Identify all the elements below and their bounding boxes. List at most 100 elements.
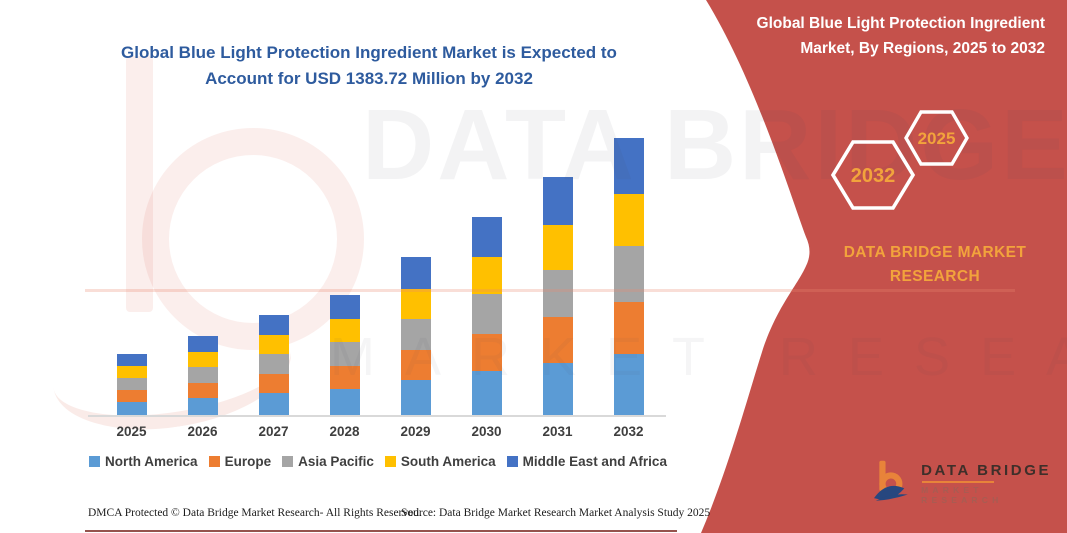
dmca-copyright-text: DMCA Protected © Data Bridge Market Rese… bbox=[88, 507, 422, 519]
bar-segment-2030-north-america bbox=[471, 371, 502, 415]
bar-segment-2027-north-america bbox=[258, 393, 289, 415]
stacked-bar-2030 bbox=[471, 217, 502, 415]
legend-swatch bbox=[282, 456, 294, 467]
bar-segment-2026-north-america bbox=[187, 397, 218, 415]
bar-segment-2028-asia-pacific bbox=[329, 341, 360, 366]
bar-segment-2027-asia-pacific bbox=[258, 354, 289, 374]
stacked-bar-2026 bbox=[187, 336, 218, 415]
logo-subtitle-text: MARKET RESEARCH bbox=[921, 484, 1003, 505]
hexagon-2032 bbox=[830, 140, 916, 210]
bar-segment-2032-middle-east-and-africa bbox=[613, 138, 644, 194]
bar-segment-2032-south-america bbox=[613, 193, 644, 247]
bar-slot-2031 bbox=[522, 177, 593, 415]
bar-segment-2025-south-america bbox=[116, 366, 147, 378]
bar-segment-2032-north-america bbox=[613, 354, 644, 415]
bar-segment-2029-asia-pacific bbox=[400, 318, 431, 351]
x-axis-label-2031: 2031 bbox=[542, 424, 573, 439]
legend-item-asia-pacific: Asia Pacific bbox=[282, 454, 374, 469]
x-axis-line bbox=[88, 415, 666, 417]
chart-legend: North America Europe Asia Pacific South Ame… bbox=[85, 454, 671, 469]
bar-segment-2025-asia-pacific bbox=[116, 377, 147, 391]
bar-segment-2025-middle-east-and-africa bbox=[116, 354, 147, 367]
bar-segment-2028-middle-east-and-africa bbox=[329, 295, 360, 320]
stacked-bar-2029 bbox=[400, 257, 431, 415]
bar-segment-2027-middle-east-and-africa bbox=[258, 315, 289, 335]
logo-rule bbox=[922, 480, 995, 483]
bar-segment-2031-middle-east-and-africa bbox=[542, 177, 573, 225]
stacked-bar-2032 bbox=[613, 138, 644, 415]
bar-segment-2032-asia-pacific bbox=[613, 246, 644, 302]
legend-swatch bbox=[208, 456, 220, 467]
x-axis-label-2030: 2030 bbox=[471, 424, 502, 439]
legend-item-south-america: South America bbox=[384, 454, 496, 469]
legend-item-middle-east-and-africa: Middle East and Africa bbox=[506, 454, 667, 469]
stacked-bar-chart bbox=[96, 132, 664, 415]
stacked-bar-2025 bbox=[116, 354, 147, 415]
x-axis-label-2032: 2032 bbox=[613, 424, 644, 439]
footer-divider-line bbox=[85, 530, 677, 532]
bar-segment-2031-south-america bbox=[542, 224, 573, 270]
stacked-bar-2028 bbox=[329, 295, 360, 415]
bar-slot-2032 bbox=[593, 138, 664, 415]
bar-segment-2027-europe bbox=[258, 374, 289, 393]
bar-segment-2026-europe bbox=[187, 382, 218, 398]
bar-slot-2028 bbox=[309, 295, 380, 415]
bar-segment-2031-europe bbox=[542, 317, 573, 363]
bar-segment-2028-north-america bbox=[329, 388, 360, 415]
bar-segment-2025-europe bbox=[116, 390, 147, 402]
bar-segment-2026-south-america bbox=[187, 351, 218, 367]
legend-label: Asia Pacific bbox=[298, 454, 374, 469]
bar-segment-2029-europe bbox=[400, 350, 431, 381]
bar-segment-2025-north-america bbox=[116, 401, 147, 415]
x-axis-label-2027: 2027 bbox=[258, 424, 289, 439]
bar-segment-2031-asia-pacific bbox=[542, 269, 573, 318]
legend-swatch bbox=[89, 456, 101, 467]
bar-segment-2029-south-america bbox=[400, 288, 431, 319]
legend-label: Europe bbox=[224, 454, 272, 469]
side-panel-title: Global Blue Light Protection Ingredient … bbox=[756, 15, 1045, 57]
bar-slot-2026 bbox=[167, 336, 238, 415]
bar-slot-2027 bbox=[238, 315, 309, 415]
hexagon-year-2025: 2025 bbox=[918, 129, 956, 148]
chart-title: Global Blue Light Protection Ingredient … bbox=[121, 43, 617, 88]
bar-segment-2026-middle-east-and-africa bbox=[187, 336, 218, 352]
bar-segment-2029-middle-east-and-africa bbox=[400, 257, 431, 289]
bar-segment-2029-north-america bbox=[400, 380, 431, 415]
bar-segment-2030-middle-east-and-africa bbox=[471, 217, 502, 257]
year-hexagons: 2032 2025 bbox=[830, 110, 969, 210]
x-axis-label-2026: 2026 bbox=[187, 424, 218, 439]
x-axis-label-2025: 2025 bbox=[116, 424, 147, 439]
bar-slot-2030 bbox=[451, 217, 522, 415]
bar-segment-2028-europe bbox=[329, 365, 360, 389]
legend-item-north-america: North America bbox=[89, 454, 198, 469]
bar-segment-2030-asia-pacific bbox=[471, 294, 502, 334]
hexagon-2025 bbox=[904, 110, 969, 166]
legend-label: North America bbox=[105, 454, 198, 469]
stacked-bar-2027 bbox=[258, 315, 289, 415]
bar-slot-2029 bbox=[380, 257, 451, 415]
bar-segment-2030-south-america bbox=[471, 256, 502, 295]
hexagon-year-2032: 2032 bbox=[851, 165, 896, 187]
legend-label: South America bbox=[400, 454, 496, 469]
bar-segment-2031-north-america bbox=[542, 362, 573, 415]
bar-segment-2032-europe bbox=[613, 301, 644, 355]
bar-segment-2030-europe bbox=[471, 333, 502, 372]
x-axis-labels: 2025 2026 2027 2028 2029 2030 2031 2032 bbox=[96, 424, 664, 439]
legend-label: Middle East and Africa bbox=[522, 454, 667, 469]
x-axis-label-2029: 2029 bbox=[400, 424, 431, 439]
legend-item-europe: Europe bbox=[208, 454, 272, 469]
databridge-logo-icon bbox=[874, 460, 908, 501]
x-axis-label-2028: 2028 bbox=[329, 424, 360, 439]
source-text: Source: Data Bridge Market Research Mark… bbox=[401, 507, 711, 519]
legend-swatch bbox=[384, 456, 396, 467]
bar-segment-2028-south-america bbox=[329, 319, 360, 342]
bar-segment-2027-south-america bbox=[258, 335, 289, 354]
brand-wordmark: DATA BRIDGE MARKET RESEARCH bbox=[843, 244, 1027, 285]
stacked-bar-2031 bbox=[542, 177, 573, 415]
logo-name-text: DATA BRIDGE bbox=[921, 461, 1052, 479]
bar-segment-2026-asia-pacific bbox=[187, 366, 218, 383]
legend-swatch bbox=[506, 456, 518, 467]
bar-slot-2025 bbox=[96, 354, 167, 415]
